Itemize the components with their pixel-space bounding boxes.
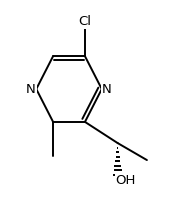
Text: Cl: Cl bbox=[78, 15, 92, 28]
Text: N: N bbox=[26, 82, 36, 96]
Text: N: N bbox=[102, 82, 112, 96]
Text: OH: OH bbox=[115, 174, 136, 187]
